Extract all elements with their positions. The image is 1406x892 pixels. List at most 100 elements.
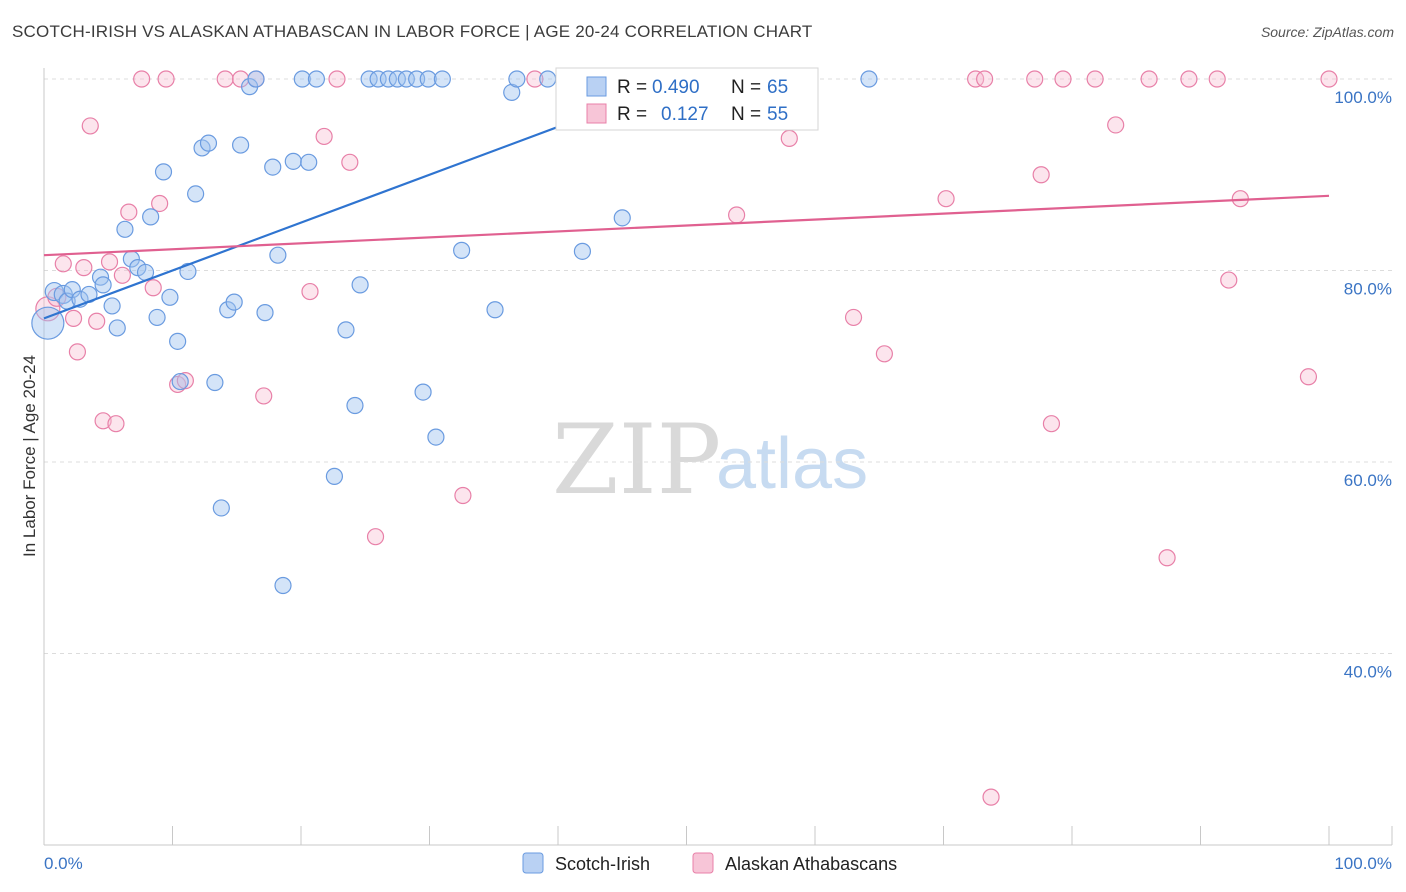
alaskan-athabascan-point bbox=[1208, 70, 1226, 88]
alaskan-athabascan-point bbox=[1180, 70, 1198, 88]
bottom-legend-swatch-pink bbox=[692, 852, 714, 874]
alaskan-athabascan-point bbox=[157, 70, 175, 88]
x-tick-label-min: 0.0% bbox=[44, 854, 83, 873]
scotch-irish-point bbox=[116, 220, 134, 238]
watermark-atlas: atlas bbox=[716, 424, 868, 504]
alaskan-athabascan-point bbox=[216, 70, 234, 88]
bottom-legend-swatch-blue bbox=[522, 852, 544, 874]
alaskan-athabascan-point bbox=[88, 312, 106, 330]
scotch-irish-point bbox=[206, 373, 224, 392]
alaskan-athabascan-point bbox=[1032, 166, 1050, 184]
alaskan-athabascan-point bbox=[328, 70, 346, 88]
scotch-irish-point bbox=[453, 241, 471, 259]
y-tick-label: 60.0% bbox=[1344, 471, 1392, 490]
alaskan-athabascan-point bbox=[151, 194, 169, 213]
y-axis-label: In Labor Force | Age 20-24 bbox=[20, 355, 39, 557]
alaskan-athabascan-point bbox=[982, 788, 1000, 806]
alaskan-athabascan-point bbox=[81, 117, 99, 135]
scotch-irish-point bbox=[264, 158, 282, 176]
scotch-irish-point bbox=[388, 70, 406, 88]
correlation-legend: R = 0.490 N = 65 R = 0.127 N = 55 bbox=[555, 67, 819, 131]
scotch-irish-point bbox=[169, 332, 187, 350]
scotch-irish-point bbox=[247, 70, 265, 88]
series-legend: Scotch-Irish Alaskan Athabascans bbox=[522, 852, 897, 874]
legend-pink-n-value: 55 bbox=[767, 104, 788, 125]
alaskan-athabascan-point bbox=[64, 309, 83, 327]
scotch-irish-point bbox=[269, 246, 287, 264]
scotch-irish-point bbox=[419, 70, 437, 88]
alaskan-athabascan-point bbox=[107, 415, 125, 433]
scotch-irish-point bbox=[142, 208, 160, 226]
legend-pink-r-value: 0.127 bbox=[661, 104, 709, 125]
scotch-irish-point bbox=[31, 306, 65, 340]
scotch-irish-point bbox=[360, 70, 378, 88]
scotch-irish-point bbox=[508, 70, 526, 88]
y-tick-labels: 40.0% 60.0% 80.0% 100.0% bbox=[1334, 88, 1392, 682]
alaskan-athabascan-point bbox=[1299, 368, 1318, 386]
gridlines bbox=[44, 78, 1392, 654]
legend-blue-r-value: 0.490 bbox=[652, 77, 700, 98]
alaskan-athabascan-point bbox=[728, 206, 746, 224]
alaskan-athabascan-point bbox=[1086, 70, 1104, 88]
bottom-legend-blue-label: Scotch-Irish bbox=[555, 854, 650, 874]
alaskan-athabascan-point bbox=[1042, 415, 1061, 433]
scotch-irish-point bbox=[225, 293, 243, 311]
alaskan-athabascan-point bbox=[341, 153, 359, 171]
scotch-irish-point bbox=[187, 185, 205, 203]
scotch-irish-point bbox=[346, 396, 364, 415]
alaskan-athabascan-point bbox=[100, 253, 119, 271]
scotch-irish-point bbox=[256, 304, 274, 322]
scotch-irish-point bbox=[232, 136, 250, 154]
scotch-irish-point bbox=[325, 467, 344, 485]
scotch-irish-point bbox=[307, 70, 326, 88]
alaskan-athabascan-point bbox=[1140, 70, 1158, 88]
scotch-irish-point bbox=[94, 276, 112, 294]
scotch-irish-point bbox=[539, 70, 557, 88]
scotch-irish-point bbox=[148, 308, 166, 327]
alaskan-athabascan-point bbox=[68, 343, 87, 361]
scotch-irish-point bbox=[161, 288, 179, 306]
alaskan-athabascan-point bbox=[54, 255, 72, 273]
scotch-irish-point bbox=[154, 163, 173, 181]
scotch-irish-point bbox=[427, 428, 445, 446]
scotch-irish-point bbox=[433, 70, 451, 88]
scotch-irish-point bbox=[860, 70, 878, 88]
series-scotch-irish bbox=[31, 70, 878, 595]
axes bbox=[43, 68, 1392, 846]
scotch-irish-point bbox=[103, 297, 121, 315]
alaskan-athabascan-point bbox=[526, 70, 544, 88]
scotch-irish-point bbox=[486, 301, 504, 319]
legend-blue-n-label: N = bbox=[731, 77, 761, 98]
alaskan-athabascan-point bbox=[113, 266, 131, 284]
legend-blue-n-value: 65 bbox=[767, 77, 788, 98]
scotch-irish-point bbox=[414, 383, 432, 401]
legend-swatch-pink bbox=[586, 103, 607, 124]
y-tick-label: 80.0% bbox=[1344, 280, 1392, 299]
x-tick-label-max: 100.0% bbox=[1334, 854, 1392, 873]
alaskan-athabascan-point bbox=[937, 190, 955, 208]
legend-swatch-blue bbox=[586, 76, 607, 97]
alaskan-athabascan-point bbox=[169, 375, 187, 394]
scotch-irish-point bbox=[284, 152, 302, 170]
alaskan-athabascan-point bbox=[1158, 549, 1176, 567]
y-tick-label: 40.0% bbox=[1344, 663, 1392, 682]
alaskan-athabascan-point bbox=[976, 70, 994, 88]
scotch-irish-point bbox=[379, 70, 397, 88]
alaskan-athabascan-point bbox=[315, 127, 333, 146]
scotch-irish-point bbox=[179, 262, 197, 281]
scotch-irish-point bbox=[337, 321, 355, 339]
alaskan-athabascan-point bbox=[844, 308, 863, 327]
legend-pink-r-label: R = bbox=[617, 104, 647, 125]
bottom-legend-pink-label: Alaskan Athabascans bbox=[725, 854, 897, 874]
x-ticks bbox=[43, 826, 1393, 845]
alaskan-athabascan-point bbox=[120, 203, 138, 221]
alaskan-athabascan-point bbox=[94, 412, 112, 430]
alaskan-athabascan-point bbox=[301, 282, 319, 301]
alaskan-athabascan-point bbox=[255, 387, 273, 405]
alaskan-athabascan-point bbox=[1220, 271, 1238, 289]
source-credit: Source: ZipAtlas.com bbox=[1260, 24, 1394, 40]
alaskan-athabascan-point bbox=[967, 70, 985, 88]
alaskan-athabascan-point bbox=[144, 279, 162, 297]
alaskan-athabascan-point bbox=[366, 528, 385, 546]
